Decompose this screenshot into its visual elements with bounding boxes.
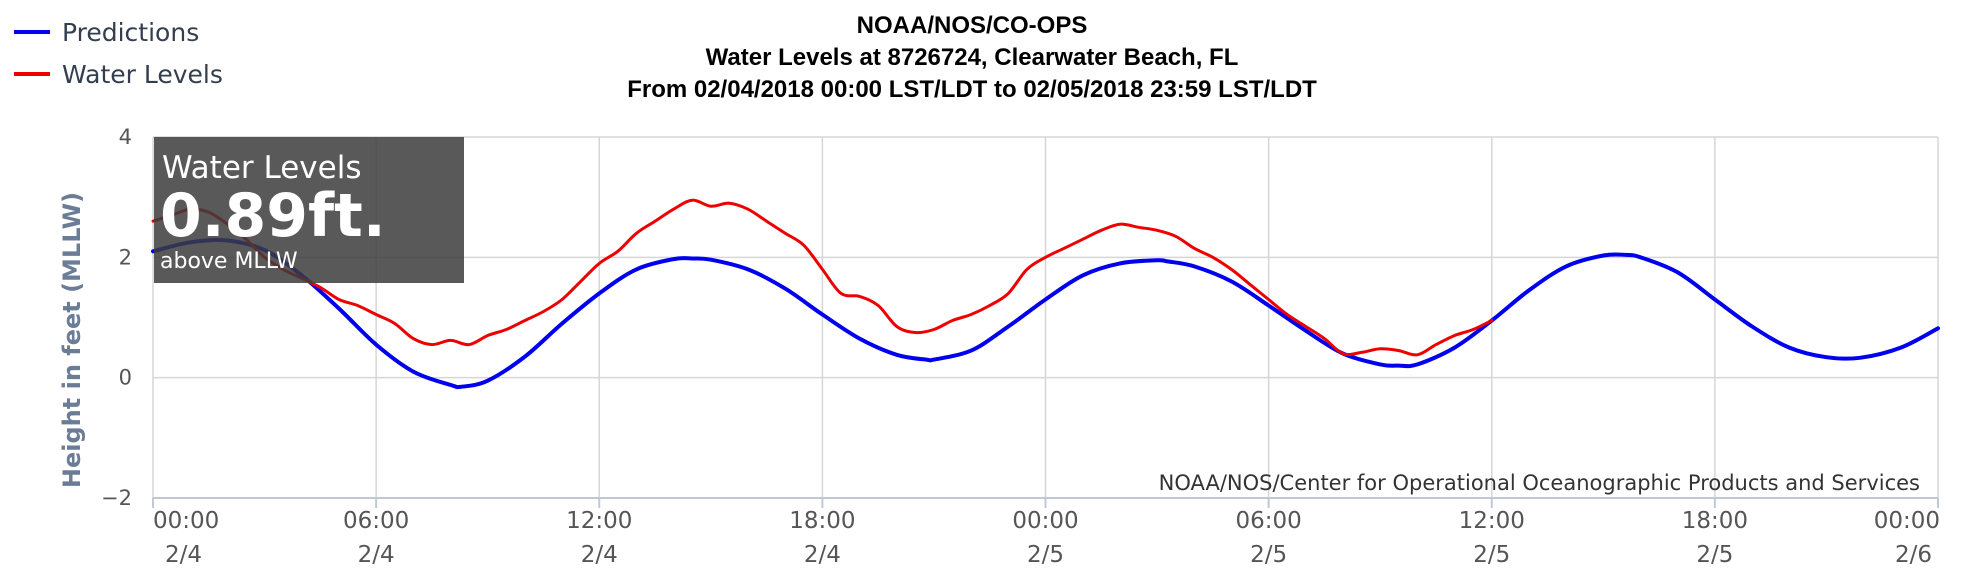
x-tick-date: 2/6 bbox=[1895, 542, 1932, 568]
chart-date-range: From 02/04/2018 00:00 LST/LDT to 02/05/2… bbox=[627, 76, 1317, 103]
x-tick-time: 12:00 bbox=[566, 508, 632, 534]
y-tick-label: −2 bbox=[101, 486, 132, 510]
credit-text: NOAA/NOS/Center for Operational Oceanogr… bbox=[1159, 471, 1920, 495]
x-tick-date: 2/5 bbox=[1250, 542, 1287, 568]
y-tick-label: 2 bbox=[119, 245, 132, 269]
overlay-background bbox=[154, 137, 464, 283]
x-tick-date: 2/4 bbox=[165, 542, 202, 568]
legend-item-water-levels[interactable]: Water Levels bbox=[14, 60, 223, 89]
x-tick-time: 18:00 bbox=[789, 508, 855, 534]
legend-item-predictions[interactable]: Predictions bbox=[14, 18, 199, 47]
x-tick-date: 2/4 bbox=[358, 542, 395, 568]
chart-title: NOAA/NOS/CO-OPS bbox=[857, 12, 1088, 39]
overlay-subtitle: above MLLW bbox=[160, 249, 298, 274]
series-lines bbox=[151, 198, 1940, 390]
legend-label-water-levels: Water Levels bbox=[62, 60, 223, 89]
x-tick-time: 18:00 bbox=[1682, 508, 1748, 534]
legend: Predictions Water Levels bbox=[14, 18, 223, 89]
legend-label-predictions: Predictions bbox=[62, 18, 199, 47]
x-tick-date: 2/5 bbox=[1696, 542, 1733, 568]
y-ticks: 4 2 0 −2 bbox=[101, 125, 132, 510]
plot-area: 420−2 00:002/406:002/412:002/418:002/400… bbox=[101, 125, 1940, 568]
overlay-value: 0.89ft. bbox=[160, 181, 386, 251]
y-tick-label: 4 bbox=[119, 125, 132, 149]
x-tick-date: 2/5 bbox=[1473, 542, 1510, 568]
x-tick-time: 00:00 bbox=[1874, 508, 1940, 534]
x-tick-time: 12:00 bbox=[1459, 508, 1525, 534]
chart-subtitle: Water Levels at 8726724, Clearwater Beac… bbox=[706, 44, 1239, 71]
y-axis-label: Height in feet (MLLW) bbox=[58, 192, 86, 488]
x-tick-date: 2/4 bbox=[804, 542, 841, 568]
x-tick-time: 00:00 bbox=[153, 508, 219, 534]
x-tick-date: 2/4 bbox=[581, 542, 618, 568]
overlay-title: Water Levels bbox=[162, 150, 361, 186]
x-tick-time: 06:00 bbox=[1235, 508, 1301, 534]
x-tick-date: 2/5 bbox=[1027, 542, 1064, 568]
x-ticks: 00:00 2/4 06:00 2/4 12:00 2/4 18:00 2/4 00:00 2/5… bbox=[152, 498, 1940, 568]
x-tick-time: 06:00 bbox=[343, 508, 409, 534]
x-tick-time: 00:00 bbox=[1012, 508, 1078, 534]
y-tick-label: 0 bbox=[119, 366, 132, 390]
series-line-predictions bbox=[151, 237, 1940, 390]
water-level-overlay: Water Levels 0.89ft. above MLLW bbox=[154, 137, 464, 283]
series-line-water-levels bbox=[151, 198, 1494, 357]
